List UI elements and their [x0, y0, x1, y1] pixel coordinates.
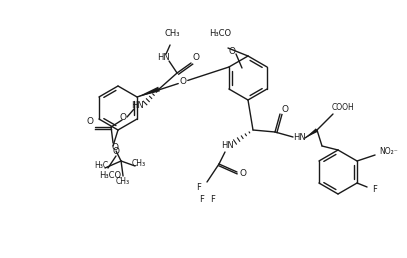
- Text: HN: HN: [157, 52, 169, 61]
- Text: F: F: [197, 183, 201, 192]
- Text: CH₃: CH₃: [164, 29, 180, 38]
- Text: HN: HN: [221, 141, 233, 150]
- Text: HN: HN: [293, 133, 305, 142]
- Text: F: F: [210, 196, 215, 205]
- Text: NO₂⁻: NO₂⁻: [380, 148, 398, 157]
- Text: O: O: [120, 112, 127, 122]
- Text: H₃CO: H₃CO: [209, 29, 231, 38]
- Text: O: O: [112, 148, 120, 157]
- Text: CH₃: CH₃: [116, 176, 130, 186]
- Polygon shape: [305, 128, 318, 138]
- Text: O: O: [87, 117, 94, 126]
- Text: F: F: [199, 196, 204, 205]
- Polygon shape: [137, 87, 160, 97]
- Text: H₃CO: H₃CO: [99, 171, 121, 180]
- Text: CH₃: CH₃: [132, 159, 146, 168]
- Text: O: O: [228, 46, 236, 55]
- Text: O: O: [179, 77, 186, 86]
- Text: O: O: [112, 142, 118, 151]
- Text: HN: HN: [131, 101, 143, 109]
- Text: F: F: [373, 184, 377, 194]
- Text: O: O: [282, 106, 289, 115]
- Text: O: O: [193, 53, 199, 62]
- Text: O: O: [239, 168, 247, 178]
- Text: COOH: COOH: [332, 103, 354, 112]
- Text: H₃C: H₃C: [94, 162, 108, 171]
